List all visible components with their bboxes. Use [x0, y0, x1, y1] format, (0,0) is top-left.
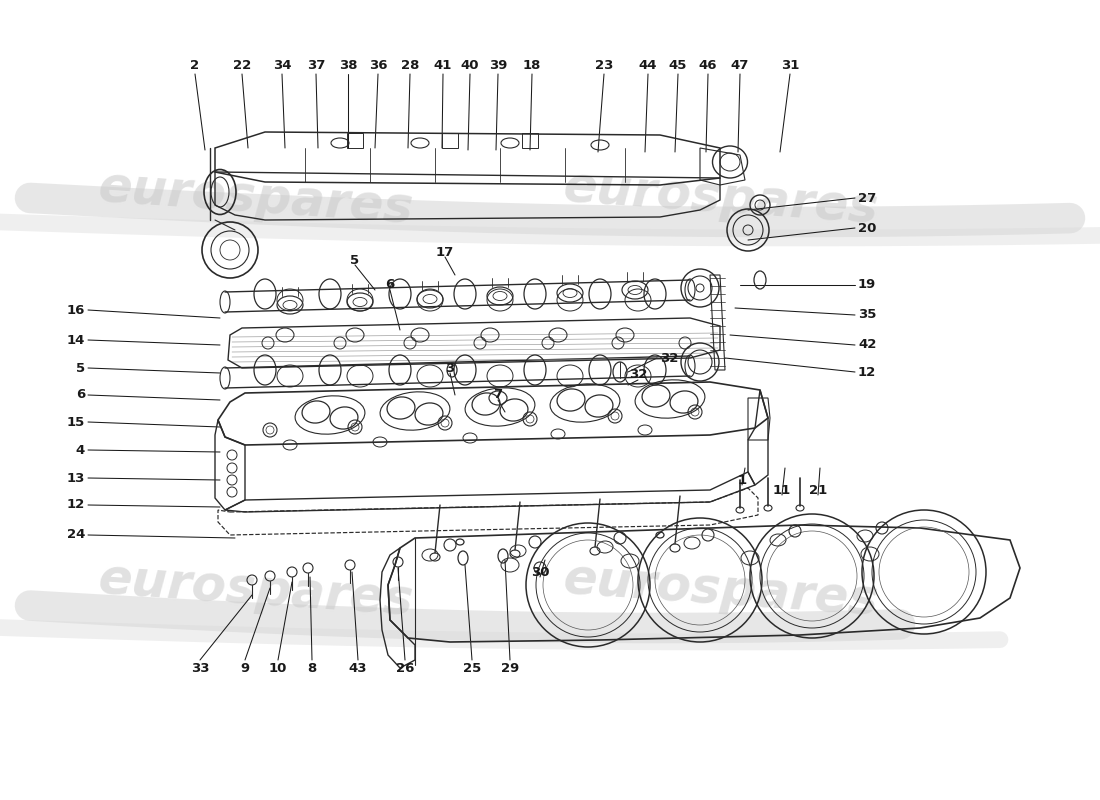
Text: 41: 41 [433, 59, 452, 72]
Text: 4: 4 [76, 443, 85, 457]
Text: 36: 36 [368, 59, 387, 72]
Text: 21: 21 [808, 483, 827, 497]
Text: 27: 27 [858, 191, 877, 205]
Text: 33: 33 [190, 662, 209, 675]
Text: 7: 7 [494, 389, 503, 402]
Text: 19: 19 [858, 278, 877, 291]
Text: 34: 34 [273, 59, 292, 72]
Text: 18: 18 [522, 59, 541, 72]
Text: 17: 17 [436, 246, 454, 258]
Text: 8: 8 [307, 662, 317, 675]
Text: 5: 5 [351, 254, 360, 266]
Text: 9: 9 [241, 662, 250, 675]
Text: 11: 11 [773, 483, 791, 497]
Text: 37: 37 [307, 59, 326, 72]
Text: 28: 28 [400, 59, 419, 72]
Text: 35: 35 [858, 309, 877, 322]
Text: 10: 10 [268, 662, 287, 675]
Text: 30: 30 [530, 566, 549, 578]
Text: 25: 25 [463, 662, 481, 675]
Text: 15: 15 [67, 415, 85, 429]
Text: 24: 24 [67, 529, 85, 542]
Text: 3: 3 [446, 362, 454, 374]
Text: 43: 43 [349, 662, 367, 675]
Text: 20: 20 [858, 222, 877, 234]
Text: 39: 39 [488, 59, 507, 72]
Text: 2: 2 [190, 59, 199, 72]
Text: eurospares: eurospares [96, 555, 415, 625]
Text: 32: 32 [629, 369, 647, 382]
Text: 40: 40 [461, 59, 480, 72]
Text: 13: 13 [67, 471, 85, 485]
Text: 12: 12 [858, 366, 877, 378]
Text: 44: 44 [639, 59, 658, 72]
Text: eurospares: eurospares [561, 555, 879, 625]
Text: 1: 1 [737, 474, 747, 486]
Text: eurospares: eurospares [561, 163, 879, 233]
Text: 5: 5 [76, 362, 85, 374]
Text: 29: 29 [500, 662, 519, 675]
Text: 14: 14 [67, 334, 85, 346]
Text: 47: 47 [730, 59, 749, 72]
Text: 23: 23 [595, 59, 613, 72]
Text: 6: 6 [385, 278, 395, 291]
Text: 38: 38 [339, 59, 358, 72]
Text: 26: 26 [396, 662, 415, 675]
Text: 31: 31 [781, 59, 800, 72]
Text: eurospares: eurospares [96, 163, 415, 233]
Text: 22: 22 [233, 59, 251, 72]
Text: 46: 46 [698, 59, 717, 72]
Text: 45: 45 [669, 59, 688, 72]
Text: 32: 32 [660, 351, 679, 365]
Text: 16: 16 [67, 303, 85, 317]
Text: 6: 6 [76, 389, 85, 402]
Text: 42: 42 [858, 338, 877, 351]
Text: 12: 12 [67, 498, 85, 511]
